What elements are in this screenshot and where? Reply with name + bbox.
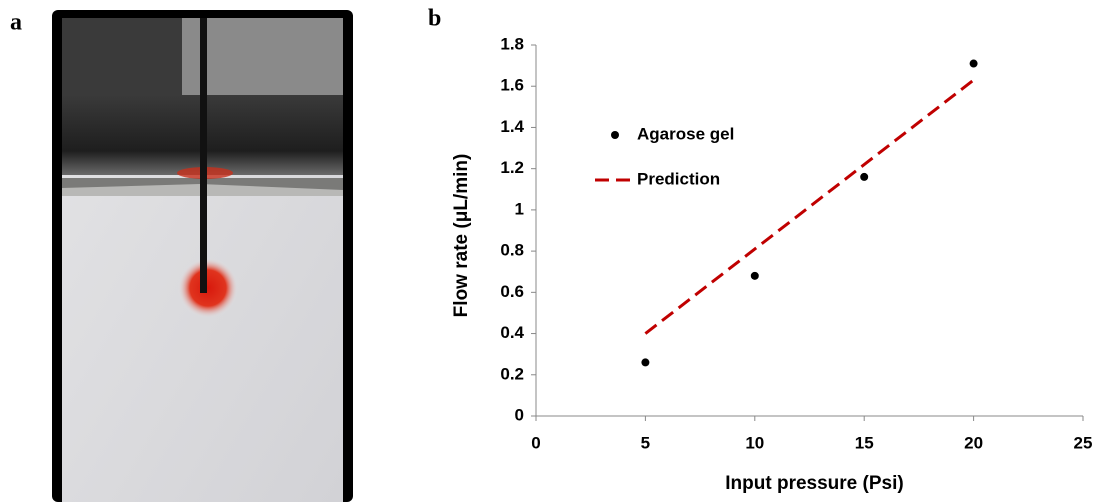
point <box>641 358 650 367</box>
panel-label: a <box>10 10 22 36</box>
point <box>969 59 978 68</box>
plot: 0 0.2 0.4 0.6 0.8 1 1.2 1.4 1.6 1.8 0 5 10 15 20 25 Inpu… <box>451 34 1092 494</box>
y-tick-label: 0.4 <box>500 323 524 342</box>
x-tick-label: 5 <box>641 433 650 452</box>
legend-label: Prediction <box>637 169 720 188</box>
y-tick-label: 0.8 <box>500 241 524 260</box>
x-tick-label: 20 <box>964 433 983 452</box>
y-tick-label: 1.8 <box>500 34 524 53</box>
y-axis-title: Flow rate (μL/min) <box>451 154 472 318</box>
y-tick-label: 0.6 <box>500 282 524 301</box>
point <box>860 172 869 181</box>
x-axis-title: Input pressure (Psi) <box>725 473 903 494</box>
line <box>644 78 975 335</box>
legend-symbol <box>611 131 619 139</box>
y-tick-label: 1.6 <box>500 76 524 95</box>
y-tick-label: 0 <box>515 405 524 424</box>
x-tick-label: 25 <box>1074 433 1093 452</box>
y-tick-label: 1 <box>515 199 524 218</box>
y-tick-label: 0.2 <box>500 364 524 383</box>
y-tick-label: 1.4 <box>500 117 524 136</box>
x-tick-label: 15 <box>855 433 874 452</box>
legend-label: Agarose gel <box>637 124 734 143</box>
point <box>750 271 759 280</box>
x-tick-label: 10 <box>745 433 764 452</box>
x-tick-label: 0 <box>531 433 540 452</box>
panel-label: b <box>428 6 441 32</box>
photo <box>52 10 353 502</box>
y-tick-label: 1.2 <box>500 158 524 177</box>
